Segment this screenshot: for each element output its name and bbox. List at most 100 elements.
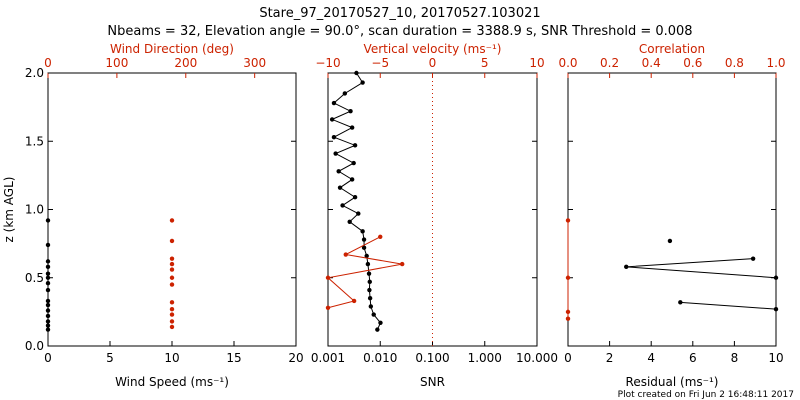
panel2-xtick-label-bottom: 10.000 [516, 351, 558, 365]
panel1-series-1-point [169, 275, 175, 280]
panel1-series-1-point [169, 218, 175, 223]
y-tick-label: 1.5 [25, 134, 44, 148]
panel1-series-0-point [45, 313, 51, 319]
panel2-series-0-point [347, 219, 352, 224]
panel2-xtick-label-top: 5 [481, 56, 489, 70]
panel2-series-0-line [330, 72, 382, 330]
panel2-series-0-point [333, 151, 338, 156]
panel3-xtick-label-bottom: 6 [689, 351, 697, 365]
panel3-series-3-point [565, 275, 571, 280]
panel3-series-3-point [565, 309, 571, 315]
panel2-series-1-point [351, 298, 357, 304]
panel2-series-0-point [352, 195, 358, 200]
panel2-series-0-point [378, 320, 383, 325]
panel2-series-0-point [366, 271, 372, 276]
panel3-xtick-label-bottom: 0 [564, 351, 572, 365]
panel3-xtick-label-bottom: 2 [606, 351, 614, 365]
panel1-series-0-point [45, 323, 51, 328]
panel1-series-1-point [169, 324, 175, 330]
panel2-series-0-point [348, 109, 353, 114]
panel3-series-1-point [773, 275, 779, 280]
panel2-series-0-point [356, 211, 361, 216]
panel1-xtick-label-bottom: 15 [226, 351, 241, 365]
panel1-xtick-label-top: 100 [105, 56, 128, 70]
panel2-series-0-point [364, 253, 369, 259]
panel1-xtick-label-top: 0 [44, 56, 52, 70]
panel3-series-0-point [667, 238, 673, 244]
y-tick-label: 0.0 [25, 339, 44, 353]
panel2-series-0-point [360, 80, 365, 85]
panel3-series-2-point [678, 300, 683, 305]
panel3-frame [567, 72, 777, 347]
panel2-xtick-label-top: 0 [429, 56, 437, 70]
panel1-series-0-point [45, 281, 51, 286]
panel1-series-0-point [45, 218, 51, 223]
panel3-xtick-label-top: 0.6 [683, 56, 702, 70]
panel3-series-2-line [680, 301, 777, 310]
y-axis-label: z (km AGL) [2, 177, 16, 243]
panel2-xtick-label-top: 10 [529, 56, 544, 70]
panel2-series-0-point [367, 296, 373, 301]
panel3-xtick-label-top: 0.4 [642, 56, 661, 70]
panel3-xtick-label-top: 0.0 [558, 56, 577, 70]
panel1-series-1-point [169, 256, 175, 261]
panel1-series-0-point [45, 298, 51, 304]
panel2-series-0-point [336, 169, 341, 174]
panel2-xtick-label-top: −10 [315, 56, 340, 70]
panel3-series-1-point [624, 264, 629, 270]
panel2-series-1-point [343, 252, 348, 257]
panel3-xtick-label-bottom: 10 [768, 351, 783, 365]
panel2-series-0-point [360, 229, 365, 234]
panel2: 0.001 0.010 0.100 1.000 10.000 SNR −10 −5 0 5 10 Ve… [311, 42, 558, 389]
panel3-xtick-label-bottom: 4 [647, 351, 655, 365]
panel3-xlabel-bottom: Residual (ms⁻¹) [626, 375, 719, 389]
panel1-series-0-point [45, 327, 51, 332]
panel1-series-1-point [169, 312, 175, 317]
panel3-xtick-label-bottom: 8 [731, 351, 739, 365]
panel2-series-1-point [378, 234, 383, 239]
panel3: 0 2 4 6 8 10 Residual (ms⁻¹) 0.0 0.2 0.4 0.6 0.8 1.0… [558, 42, 785, 389]
panel2-series-0-point [349, 125, 355, 130]
panel1-series-0-point [45, 259, 51, 264]
panel3-series-3-point [565, 316, 571, 321]
title-line-1: Stare_97_20170527_10, 20170527.103021 [259, 6, 540, 21]
panel1-series-0-point [45, 242, 51, 248]
panel1-xtick-label-bottom: 20 [288, 351, 303, 365]
panel3-xlabel-top: Correlation [639, 42, 705, 56]
panel1-xlabel-top: Wind Direction (deg) [110, 42, 234, 56]
panel3-xtick-label-top: 0.8 [725, 56, 744, 70]
y-tick-label: 1.0 [25, 203, 44, 217]
panel1-series-0-point [45, 264, 51, 270]
panel2-series-0-point [331, 134, 337, 140]
panel1-xtick-label-bottom: 10 [164, 351, 179, 365]
panel1-series-1-point [169, 306, 175, 312]
panel2-xtick-label-top: −5 [371, 56, 389, 70]
panel1-xtick-label-top: 200 [174, 56, 197, 70]
panel2-series-0-point [361, 245, 367, 250]
panel2-series-0-point [351, 160, 356, 166]
panel3-series-2-point [773, 306, 779, 312]
panel2-series-1-line [326, 236, 403, 309]
panel2-series-0-point [354, 70, 359, 76]
panel1-series-0-point [45, 287, 51, 293]
panel1-frame [47, 72, 297, 347]
panel1-xtick-label-bottom: 5 [106, 351, 114, 365]
panel2-series-0-point [367, 279, 372, 285]
panel2-series-0-point [337, 185, 343, 190]
y-tick-label: 2.0 [25, 66, 44, 80]
panel2-series-0-point [329, 117, 335, 122]
panel2-series-0-point [349, 177, 355, 182]
panel2-series-0-point [367, 287, 372, 293]
panel2-series-0-point [361, 237, 367, 242]
panel3-series-1-line [626, 258, 777, 279]
panel2-series-0-point [371, 312, 376, 317]
panel1-series-0-point [45, 319, 51, 324]
panel2-series-0-point [331, 100, 337, 106]
y-tick-label: 0.5 [25, 271, 44, 285]
panel1-series-1-point [169, 319, 175, 324]
panel2-series-1-point [399, 261, 405, 267]
panel1-series-0-point [45, 275, 51, 280]
panel2-series-0-point [342, 91, 348, 96]
